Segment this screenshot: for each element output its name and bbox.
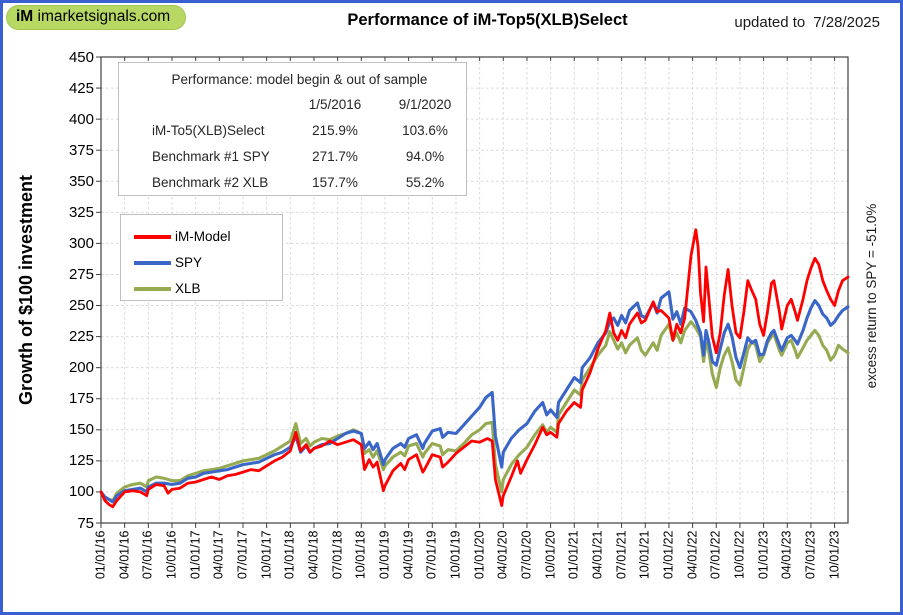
excess-return-note: excess return to SPY = -51.0% bbox=[864, 203, 879, 389]
stats-value: 103.6% bbox=[402, 123, 448, 138]
stats-value: 271.7% bbox=[312, 149, 358, 164]
series-line-SPY bbox=[99, 290, 850, 504]
y-tick-label: 450 bbox=[68, 48, 94, 66]
x-tick-label: 04/01/18 bbox=[306, 530, 321, 580]
legend-label: SPY bbox=[175, 255, 203, 270]
x-tick-label: 10/01/20 bbox=[543, 530, 558, 580]
legend-swatch-xlb bbox=[134, 286, 171, 291]
y-tick-label: 275 bbox=[68, 265, 94, 283]
updated-label: updated to bbox=[734, 14, 806, 31]
y-tick-label: 125 bbox=[68, 452, 94, 470]
legend-item-im-model: iM-Model bbox=[134, 225, 282, 248]
logo-im-mark: iM bbox=[16, 8, 34, 25]
x-tick-label: 04/01/17 bbox=[211, 530, 226, 580]
updated-to: updated to 7/28/2025 bbox=[688, 14, 880, 31]
x-tick-label: 07/01/19 bbox=[424, 530, 439, 580]
stats-empty-cell bbox=[152, 92, 290, 118]
x-tick-label: 10/01/16 bbox=[164, 530, 179, 580]
x-tick-label: 07/01/23 bbox=[803, 530, 818, 580]
y-tick-label: 100 bbox=[68, 483, 94, 501]
stats-value: 94.0% bbox=[405, 149, 445, 164]
x-tick-label: 07/01/20 bbox=[519, 530, 534, 580]
x-tick-label: 01/01/19 bbox=[377, 530, 392, 580]
legend: iM-Model SPY XLB bbox=[120, 214, 283, 301]
x-tick-label: 01/01/18 bbox=[282, 530, 297, 580]
page-title: Performance of iM-Top5(XLB)Select bbox=[347, 11, 628, 29]
x-tick-label: 10/01/18 bbox=[353, 530, 368, 580]
series-line-iM-Model bbox=[99, 228, 850, 509]
y-tick-label: 300 bbox=[68, 234, 94, 252]
x-tick-label: 04/01/22 bbox=[685, 530, 700, 580]
stats-col-header-2: 9/1/2020 bbox=[398, 97, 452, 112]
performance-stats-panel: Performance: model begin & out of sample… bbox=[118, 62, 467, 196]
x-tick-label: 04/01/20 bbox=[495, 530, 510, 580]
logo-domain-text: imarketsignals.com bbox=[37, 8, 171, 25]
y-tick-label: 150 bbox=[68, 421, 94, 439]
legend-label: XLB bbox=[175, 281, 201, 296]
x-tick-label: 01/01/17 bbox=[188, 530, 203, 580]
x-tick-label: 04/01/19 bbox=[401, 530, 416, 580]
stats-value: 157.7% bbox=[312, 175, 358, 190]
y-tick-label: 400 bbox=[68, 110, 94, 128]
x-tick-label: 10/01/22 bbox=[732, 530, 747, 580]
stats-col-headers: 1/5/2016 9/1/2020 bbox=[119, 92, 466, 118]
logo-badge: iM imarketsignals.com bbox=[6, 5, 187, 30]
x-tick-label: 07/01/22 bbox=[708, 530, 723, 580]
stats-row-model: iM-To5(XLB)Select 215.9% 103.6% bbox=[119, 118, 466, 144]
legend-item-spy: SPY bbox=[134, 251, 282, 274]
y-axis-title: Growth of $100 investment bbox=[16, 174, 36, 406]
stats-row-label: Benchmark #1 SPY bbox=[152, 149, 270, 164]
x-tick-label: 04/01/23 bbox=[779, 530, 794, 580]
x-tick-label: 10/01/17 bbox=[259, 530, 274, 580]
x-tick-label: 10/01/23 bbox=[827, 530, 842, 580]
legend-label: iM-Model bbox=[175, 229, 231, 244]
plot-border bbox=[100, 56, 849, 524]
stats-heading: Performance: model begin & out of sample bbox=[171, 72, 428, 87]
y-tick-label: 425 bbox=[68, 79, 94, 97]
y-tick-label: 75 bbox=[77, 514, 94, 532]
stats-value: 215.9% bbox=[312, 123, 358, 138]
x-tick-label: 10/01/19 bbox=[448, 530, 463, 580]
y-tick-label: 325 bbox=[68, 203, 94, 221]
y-tick-label: 200 bbox=[68, 359, 94, 377]
stats-row-label: iM-To5(XLB)Select bbox=[152, 123, 265, 138]
x-tick-label: 01/01/16 bbox=[93, 530, 108, 580]
x-tick-label: 01/01/23 bbox=[756, 530, 771, 580]
legend-item-xlb: XLB bbox=[134, 277, 282, 300]
x-tick-label: 07/01/16 bbox=[140, 530, 155, 580]
x-tick-label: 01/01/21 bbox=[566, 530, 581, 580]
x-tick-label: 01/01/20 bbox=[472, 530, 487, 580]
stats-value: 55.2% bbox=[405, 175, 445, 190]
x-tick-label: 04/01/21 bbox=[590, 530, 605, 580]
legend-swatch-spy bbox=[134, 260, 171, 265]
x-tick-label: 07/01/18 bbox=[330, 530, 345, 580]
x-tick-label: 10/01/21 bbox=[637, 530, 652, 580]
stats-col-header-1: 1/5/2016 bbox=[308, 97, 362, 112]
x-tick-label: 07/01/17 bbox=[235, 530, 250, 580]
x-tick-label: 01/01/22 bbox=[661, 530, 676, 580]
y-tick-label: 175 bbox=[68, 390, 94, 408]
stats-row-benchmark1: Benchmark #1 SPY 271.7% 94.0% bbox=[119, 144, 466, 170]
y-tick-label: 350 bbox=[68, 172, 94, 190]
legend-swatch-im-model bbox=[134, 234, 171, 239]
y-tick-label: 375 bbox=[68, 141, 94, 159]
stats-row-label: Benchmark #2 XLB bbox=[152, 175, 269, 190]
x-tick-label: 07/01/21 bbox=[614, 530, 629, 580]
stats-row-benchmark2: Benchmark #2 XLB 157.7% 55.2% bbox=[119, 170, 466, 196]
y-tick-label: 225 bbox=[68, 328, 94, 346]
y-tick-label: 250 bbox=[68, 297, 94, 315]
x-tick-label: 04/01/16 bbox=[117, 530, 132, 580]
updated-date: 7/28/2025 bbox=[813, 14, 880, 31]
